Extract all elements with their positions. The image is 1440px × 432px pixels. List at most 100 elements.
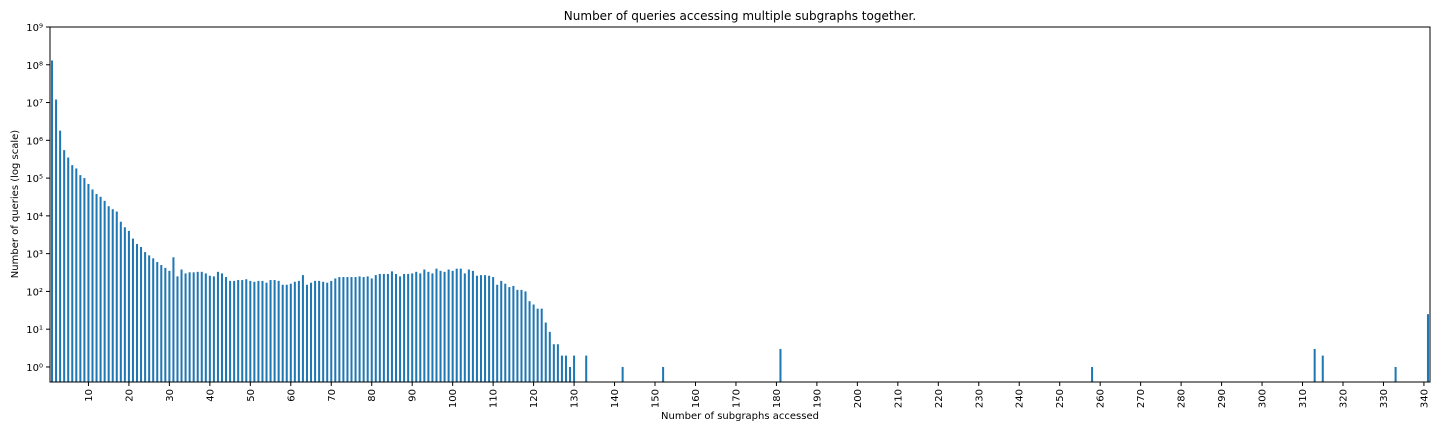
- bar: [123, 227, 126, 382]
- bar: [196, 271, 199, 382]
- bar: [496, 284, 499, 382]
- bar: [467, 269, 470, 382]
- bar: [362, 277, 365, 382]
- x-tick-label: 160: [691, 389, 702, 408]
- bar: [532, 304, 535, 382]
- x-tick-label: 150: [651, 389, 662, 408]
- bar: [447, 269, 450, 382]
- x-axis-label: Number of subgraphs accessed: [661, 411, 819, 422]
- bar: [148, 255, 151, 382]
- bar: [479, 275, 483, 382]
- bar: [330, 280, 333, 382]
- bar: [556, 344, 559, 382]
- bar: [484, 275, 487, 382]
- bar: [560, 355, 563, 382]
- x-tick-label: 60: [286, 389, 297, 402]
- bar: [318, 280, 321, 382]
- bar: [127, 230, 130, 382]
- bar: [220, 273, 224, 382]
- y-tick-label: 10⁴: [26, 212, 43, 223]
- bar: [1321, 355, 1324, 382]
- bar: [237, 280, 240, 382]
- bar: [573, 355, 576, 382]
- bar: [536, 308, 539, 382]
- bar: [463, 273, 466, 382]
- x-tick-label: 230: [974, 389, 985, 408]
- bar: [350, 277, 353, 382]
- bar: [439, 270, 442, 382]
- bar: [528, 301, 531, 382]
- x-tick-label: 280: [1177, 389, 1188, 408]
- bar: [492, 277, 495, 382]
- bar: [59, 130, 62, 382]
- x-tick-label: 140: [610, 389, 621, 408]
- x-tick-label: 170: [731, 389, 742, 408]
- bar: [51, 60, 54, 382]
- bar: [552, 344, 555, 382]
- y-tick-label: 10³: [26, 250, 43, 261]
- bar: [188, 272, 191, 382]
- x-tick-label: 100: [448, 389, 459, 408]
- bar: [75, 168, 78, 382]
- bar: [386, 273, 389, 382]
- bar: [269, 280, 272, 382]
- bar: [569, 366, 572, 382]
- bar: [548, 331, 551, 382]
- bar: [192, 272, 195, 382]
- bar: [140, 246, 143, 382]
- bar: [1313, 348, 1316, 382]
- x-tick-label: 90: [408, 389, 419, 402]
- x-tick-label: 250: [1055, 389, 1066, 408]
- bar: [358, 276, 361, 382]
- bar: [67, 157, 70, 382]
- bar: [544, 322, 547, 382]
- bar: [366, 276, 369, 382]
- y-tick-label: 10⁸: [26, 61, 43, 72]
- bar: [225, 277, 228, 382]
- bar: [55, 99, 58, 382]
- bar: [326, 282, 329, 382]
- bar: [79, 175, 82, 382]
- bar: [520, 289, 523, 382]
- bar: [411, 273, 414, 382]
- bar: [455, 268, 458, 382]
- bar: [216, 271, 219, 382]
- bar: [310, 282, 313, 382]
- bar: [512, 285, 515, 382]
- bar: [281, 284, 284, 382]
- x-tick-label: 310: [1298, 389, 1309, 408]
- y-tick-label: 10²: [26, 287, 43, 298]
- bar: [103, 200, 106, 382]
- x-tick-label: 260: [1096, 389, 1107, 408]
- bar: [1394, 366, 1397, 382]
- x-tick-label: 330: [1379, 389, 1390, 408]
- bar: [1426, 314, 1429, 382]
- bar: [504, 283, 507, 382]
- bar: [314, 280, 317, 382]
- bar: [322, 281, 325, 382]
- bar: [488, 275, 491, 382]
- bar: [119, 221, 122, 382]
- bar: [241, 280, 244, 382]
- bar: [273, 280, 276, 382]
- x-tick-label: 80: [367, 389, 378, 402]
- bar: [540, 308, 543, 382]
- x-tick-label: 110: [489, 389, 500, 408]
- bar: [334, 278, 337, 382]
- bar: [370, 278, 373, 382]
- bar: [399, 276, 402, 382]
- bar: [354, 277, 357, 382]
- bar: [423, 269, 426, 382]
- bar: [233, 280, 236, 382]
- bar: [342, 277, 345, 382]
- bar: [1091, 366, 1094, 382]
- x-tick-label: 270: [1136, 389, 1147, 408]
- bar: [152, 258, 155, 382]
- bar: [415, 271, 418, 382]
- bar: [131, 238, 134, 382]
- chart-title: Number of queries accessing multiple sub…: [564, 9, 916, 23]
- bar: [403, 273, 406, 382]
- bar: [253, 281, 256, 382]
- bar: [160, 265, 163, 382]
- bar: [346, 277, 349, 382]
